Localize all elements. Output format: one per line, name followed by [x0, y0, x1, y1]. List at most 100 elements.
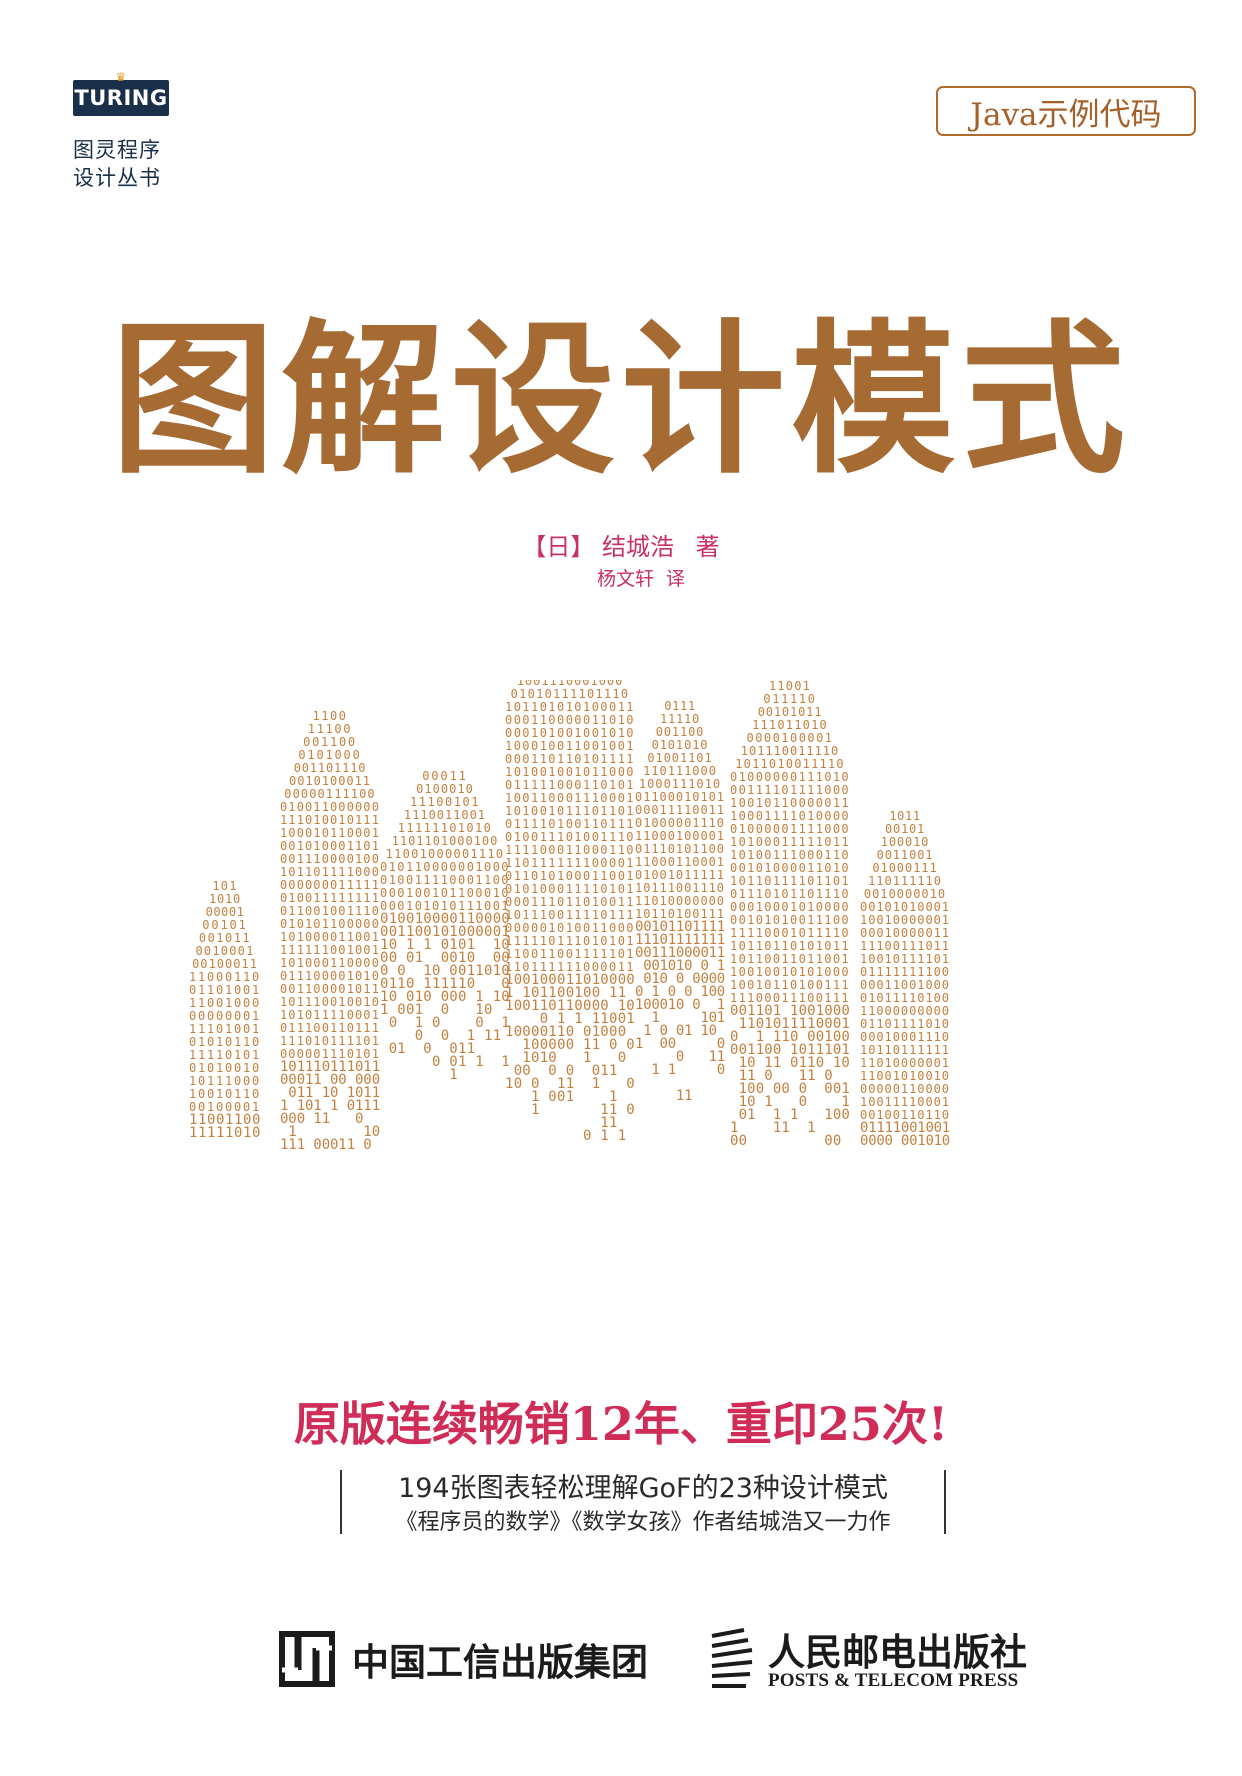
binary-digit: 1: [824, 848, 831, 862]
binary-digit: 0: [305, 813, 312, 827]
binary-digit: 0: [747, 822, 754, 836]
binary-digit: 1: [372, 878, 379, 892]
binary-digit: 1: [363, 1059, 371, 1075]
binary-digit: 0: [868, 1133, 876, 1149]
binary-digit: 0: [288, 1059, 296, 1075]
binary-digit: 0: [221, 905, 228, 919]
binary-digit: 0: [330, 1085, 338, 1101]
binary-digit: 0: [252, 1087, 259, 1101]
binary-digit: 0: [293, 787, 300, 801]
binary-digit: 1: [876, 1017, 883, 1031]
binary-digit: 1: [799, 991, 806, 1005]
binary-digit: 0: [897, 887, 904, 901]
binary-digit: 1: [531, 1089, 539, 1105]
binary-digit: 1: [579, 687, 586, 701]
translator-role: 译: [666, 568, 686, 590]
binary-digit: 1: [531, 972, 539, 988]
binary-digit: 0: [701, 971, 709, 987]
binary-digit: 0: [934, 1004, 941, 1018]
binary-digit: 1: [600, 713, 607, 727]
binary-digit: 0: [660, 868, 667, 882]
binary-digit: 0: [934, 978, 941, 992]
binary-digit: 0: [493, 950, 501, 966]
binary-digit: 0: [355, 865, 362, 879]
binary-digit: 0: [557, 713, 564, 727]
binary-digit: 1: [790, 848, 797, 862]
binary-digit: 0: [583, 726, 590, 740]
binary-digit: 0: [592, 752, 599, 766]
binary-digit: 1: [651, 842, 658, 856]
binary-digit: 0: [302, 761, 309, 775]
binary-digit: 1: [807, 835, 814, 849]
binary-digit: 1: [781, 1120, 789, 1136]
binary-digit: 1: [781, 1016, 789, 1032]
binary-digit: 0: [799, 913, 806, 927]
binary-digit: 1: [807, 926, 814, 940]
binary-digit: 1: [739, 770, 746, 784]
binary-digit: 0: [566, 985, 574, 1001]
binary-digit: 1: [355, 1098, 363, 1114]
binary-digit: 1: [243, 1035, 250, 1049]
binary-digit: 0: [288, 1008, 295, 1022]
binary-digit: 0: [217, 892, 224, 906]
binary-digit: 1: [799, 978, 806, 992]
binary-digit: 1: [799, 965, 806, 979]
binary-digit: 0: [643, 945, 651, 961]
binary-digit: 0: [252, 996, 259, 1010]
binary-digit: 0: [868, 900, 875, 914]
binary-digit: 1: [458, 886, 465, 900]
binary-digit: 1: [730, 926, 737, 940]
binary-digit: 1: [600, 739, 607, 753]
binary-digit: 0: [833, 874, 840, 888]
binary-digit: 0: [926, 900, 933, 914]
binary-digit: 0: [730, 1029, 738, 1045]
binary-digit: 1: [338, 1047, 345, 1061]
binary-digit: 1: [574, 856, 581, 870]
binary-digit: 1: [807, 1120, 815, 1136]
binary-digit: 0: [313, 969, 320, 983]
binary-digit: 1: [833, 861, 840, 875]
binary-digit: 1: [684, 868, 691, 882]
binary-digit: 1: [557, 1076, 565, 1092]
binary-digit: 1: [234, 931, 241, 945]
binary-digit: 1: [811, 718, 818, 732]
binary-digit: 1: [522, 908, 529, 922]
binary-digit: 0: [216, 1100, 223, 1114]
binary-digit: 0: [668, 958, 676, 974]
binary-digit: 1: [926, 952, 933, 966]
binary-digit: 0: [917, 1069, 924, 1083]
binary-digit: 1: [400, 834, 407, 848]
binary-digit: 0: [458, 860, 465, 874]
binary-digit: 0: [389, 899, 396, 913]
binary-digit: 0: [458, 873, 465, 887]
binary-digit: 1: [668, 881, 675, 895]
binary-digit: 1: [351, 787, 358, 801]
binary-digit: 1: [198, 1112, 206, 1128]
binary-digit: 1: [917, 978, 924, 992]
binary-digit: 1: [934, 1133, 942, 1149]
binary-digit: 1: [717, 803, 724, 817]
binary-digit: 1: [458, 911, 466, 927]
binary-digit: 1: [505, 1076, 513, 1092]
binary-digit: 0: [441, 886, 448, 900]
binary-digit: 0: [684, 816, 691, 830]
binary-digit: 0: [557, 1089, 565, 1105]
binary-digit: 0: [885, 848, 892, 862]
binary-digit: 1: [540, 985, 548, 1001]
binary-digit: 0: [225, 1100, 232, 1114]
binary-digit: 1: [322, 904, 329, 918]
binary-digit: 0: [692, 855, 699, 869]
binary-digit: 1: [355, 1047, 362, 1061]
binary-digit: 0: [864, 887, 871, 901]
binary-digit: 1: [592, 947, 599, 961]
binary-digit: 1: [773, 874, 780, 888]
binary-digit: 0: [781, 887, 788, 901]
binary-digit: 1: [814, 705, 821, 719]
binary-digit: 0: [893, 1043, 900, 1057]
binary-digit: 0: [484, 1002, 492, 1018]
binary-digit: 1: [505, 972, 513, 988]
binary-digit: 1: [618, 726, 625, 740]
binary-digit: 1: [242, 931, 249, 945]
binary-digit: 0: [330, 709, 337, 723]
binary-digit: 0: [406, 989, 414, 1005]
